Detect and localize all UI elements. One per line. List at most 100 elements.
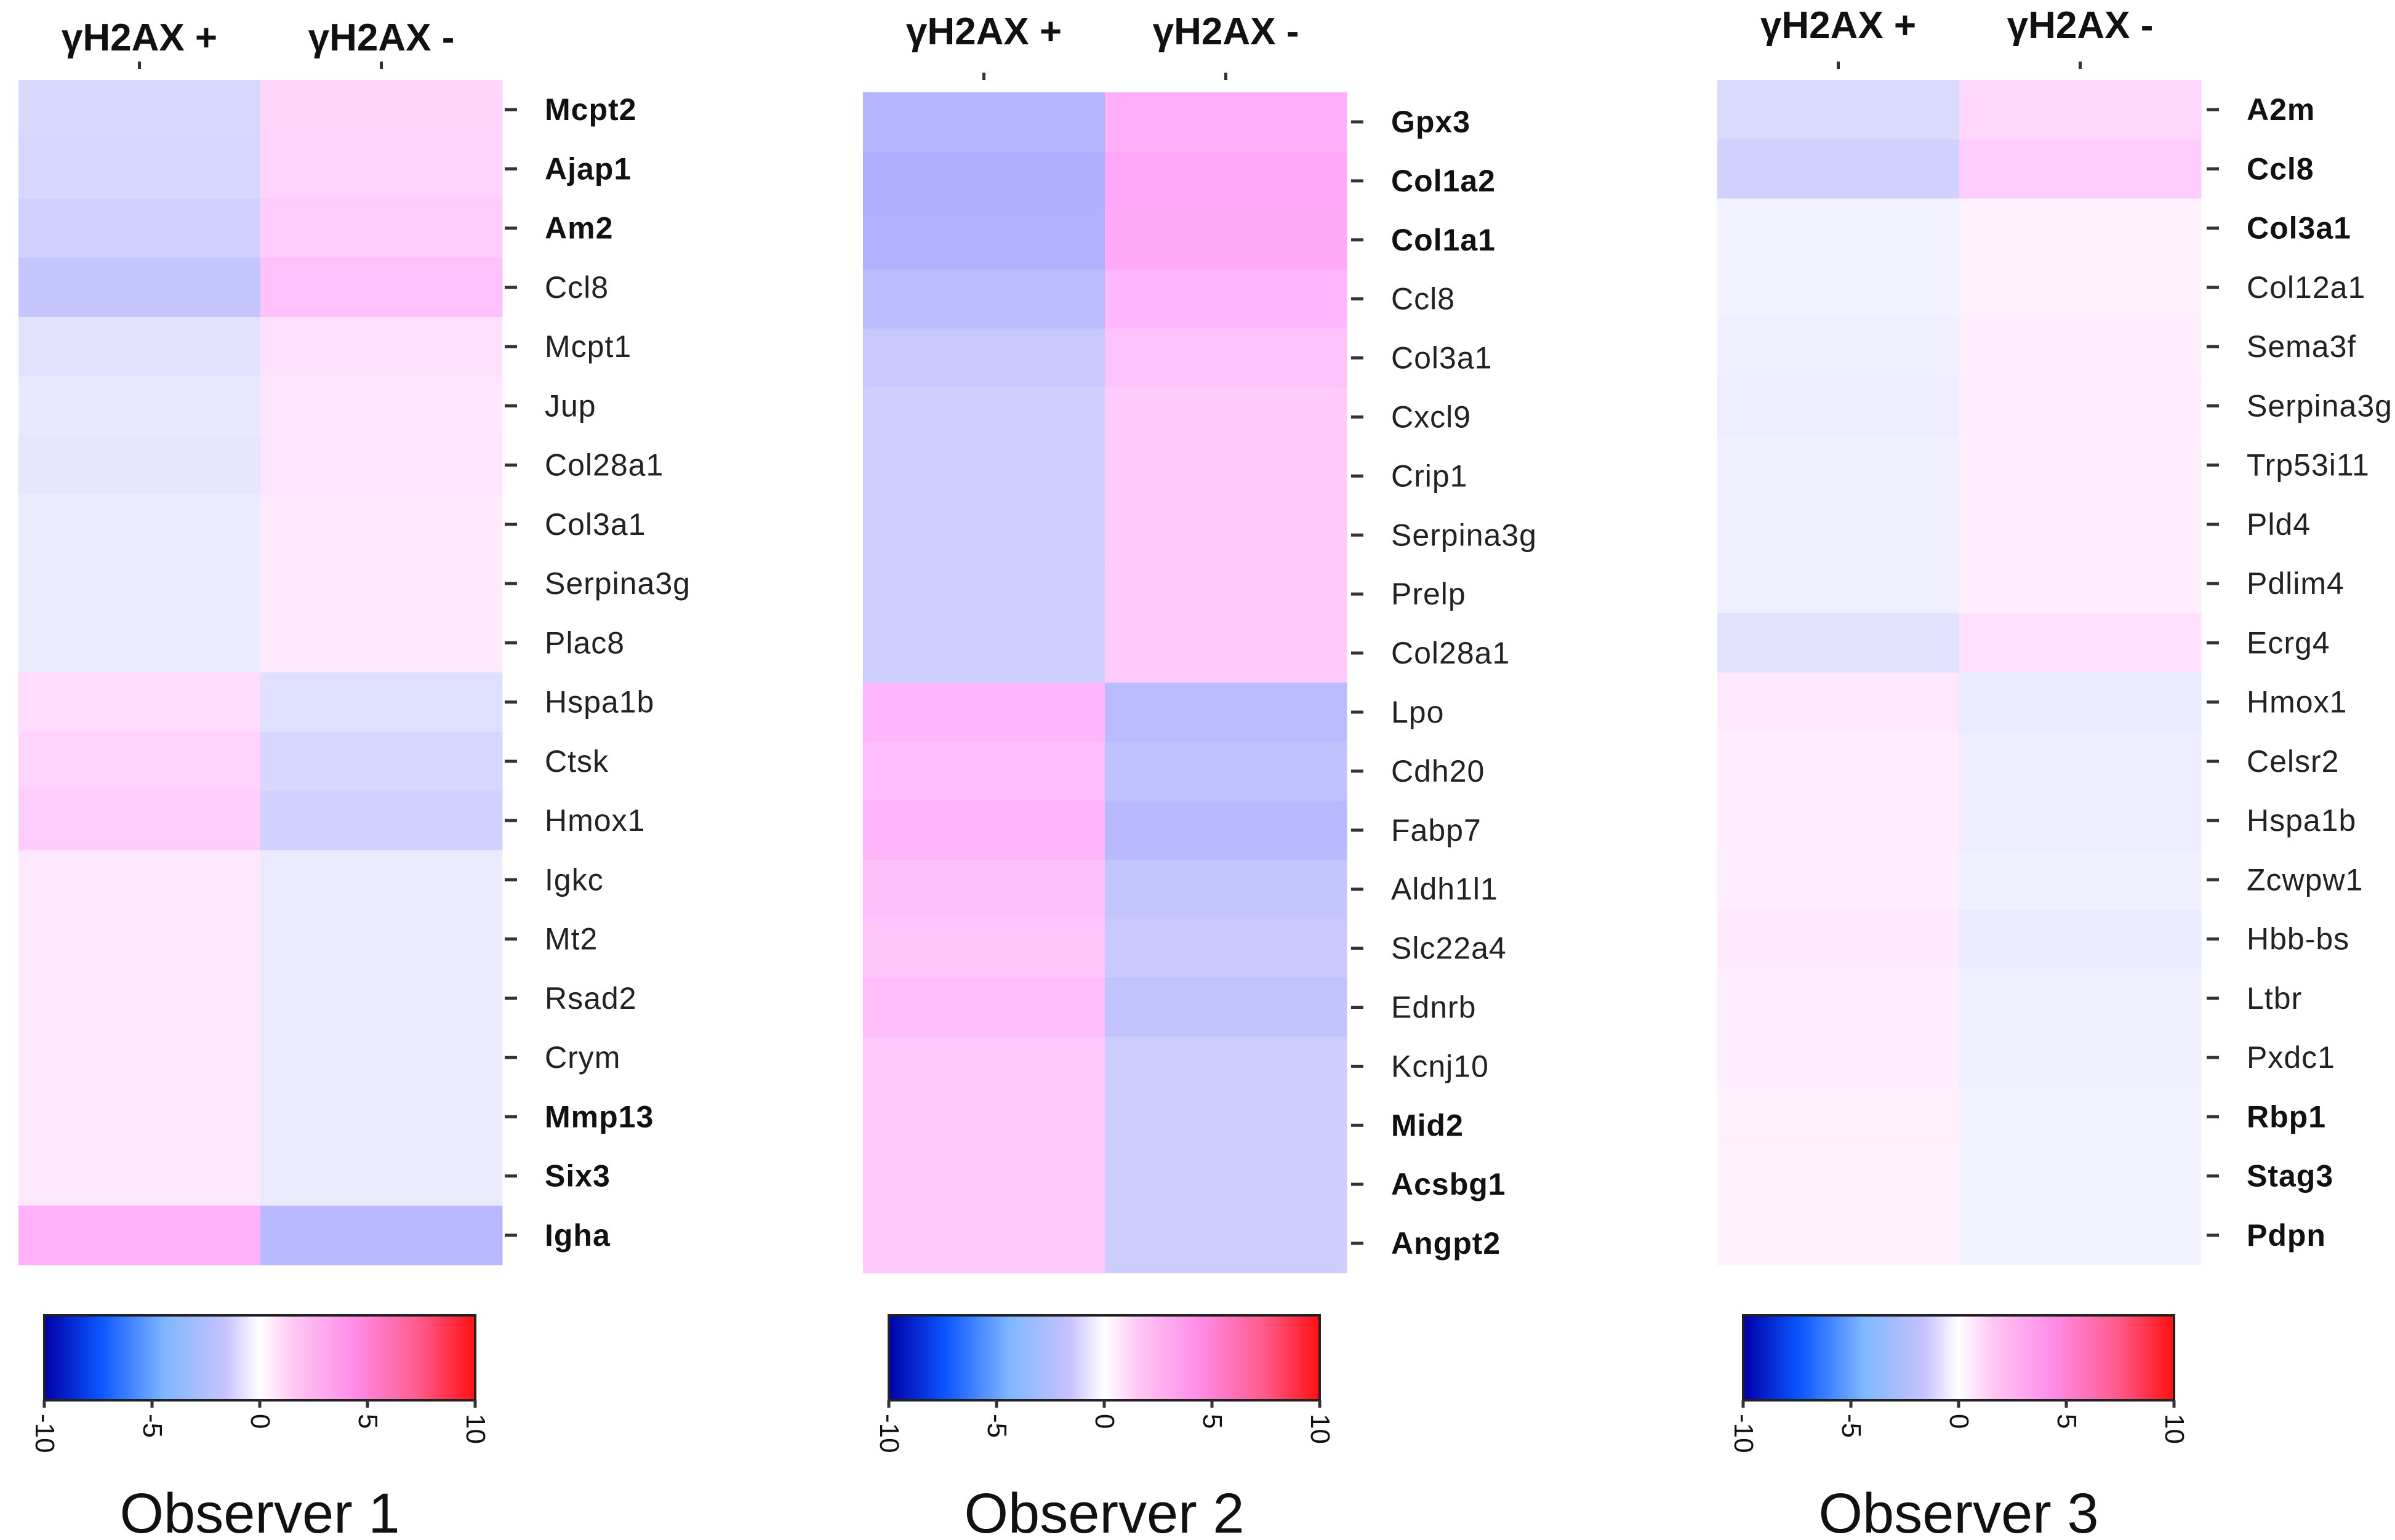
colorbar-tick-label: 0 bbox=[245, 1414, 275, 1429]
gene-label-acsbg1: Acsbg1 bbox=[1391, 1167, 1506, 1201]
colorbar-tick-label: 5 bbox=[353, 1414, 383, 1429]
gene-label-mid2: Mid2 bbox=[1391, 1108, 1464, 1142]
colorbar-tick-label: -5 bbox=[1836, 1414, 1866, 1438]
heatmap-cell-hspa1b-pos bbox=[18, 672, 261, 732]
heatmap-cell-mmp13-pos bbox=[18, 1087, 261, 1147]
colorbar-gradient bbox=[1742, 1314, 2175, 1402]
observer-title: Observer 2 bbox=[964, 1482, 1244, 1540]
heatmap-cell-ednrb-neg bbox=[1105, 977, 1347, 1037]
colorbar-tick-label: -10 bbox=[1728, 1414, 1759, 1453]
colorbar: -10 -5 0 5 10 bbox=[874, 1314, 1335, 1453]
heatmap-cell-cxcl9-pos bbox=[863, 387, 1105, 447]
gene-label-pdlim4: Pdlim4 bbox=[2247, 566, 2345, 601]
heatmap-cell-ccl8-pos bbox=[863, 269, 1105, 329]
heatmap-cell-acsbg1-neg bbox=[1105, 1155, 1347, 1214]
heatmap-cell-slc22a4-pos bbox=[863, 918, 1105, 978]
gene-label-col3a1: Col3a1 bbox=[545, 507, 646, 542]
heatmap-cell-fabp7-pos bbox=[863, 800, 1105, 860]
heatmap-cell-kcnj10-pos bbox=[863, 1037, 1105, 1096]
gene-label-zcwpw1: Zcwpw1 bbox=[2247, 862, 2363, 897]
gene-label-fabp7: Fabp7 bbox=[1391, 813, 1482, 848]
gene-label-aldh1l1: Aldh1l1 bbox=[1391, 872, 1498, 907]
gene-label-am2: Am2 bbox=[545, 211, 613, 246]
heatmap-cell-pxdc1-neg bbox=[1959, 1028, 2202, 1088]
heatmap-cell-cdh20-pos bbox=[863, 741, 1105, 801]
heatmap-cell-col28a1-pos bbox=[863, 624, 1105, 683]
gene-label-serpina3g: Serpina3g bbox=[1391, 518, 1537, 552]
heatmap-cell-mcpt2-neg bbox=[260, 80, 503, 140]
heatmap-cell-hbb-bs-pos bbox=[1717, 909, 1960, 969]
gene-label-slc22a4: Slc22a4 bbox=[1391, 931, 1507, 966]
heatmap-cell-trp53i11-pos bbox=[1717, 435, 1960, 495]
heatmap-cell-celsr2-neg bbox=[1959, 731, 2202, 792]
heatmap-cell-igkc-neg bbox=[260, 850, 503, 910]
heatmap-cell-rbp1-pos bbox=[1717, 1087, 1960, 1147]
heatmap-cell-plac8-pos bbox=[18, 613, 261, 673]
gene-label-cxcl9: Cxcl9 bbox=[1391, 399, 1471, 434]
gene-label-igha: Igha bbox=[545, 1218, 611, 1253]
heatmap-cell-pld4-neg bbox=[1959, 494, 2202, 555]
colorbar-tick-label: 0 bbox=[1089, 1414, 1120, 1429]
panel-1: γH2AX + γH2AX - Mcpt2 Ajap1 Am2 Ccl8 Mcpt1 Jup C… bbox=[18, 17, 691, 1540]
heatmap-cell-ccl8-pos bbox=[18, 257, 261, 318]
heatmap-cell-ajap1-neg bbox=[260, 139, 503, 199]
heatmap-cell-ccl8-neg bbox=[1959, 139, 2202, 199]
gene-label-cdh20: Cdh20 bbox=[1391, 754, 1485, 788]
heatmap-cell-prelp-pos bbox=[863, 564, 1105, 624]
gene-label-col1a1: Col1a1 bbox=[1391, 223, 1496, 257]
heatmap-cell-ednrb-pos bbox=[863, 977, 1105, 1037]
heatmap-cell-gpx3-pos bbox=[863, 92, 1105, 152]
column-label-positive: γH2AX + bbox=[906, 10, 1062, 53]
gene-label-hmox1: Hmox1 bbox=[2247, 685, 2347, 720]
heatmap-cell-sema3f-neg bbox=[1959, 317, 2202, 377]
heatmap-cell-pld4-pos bbox=[1717, 494, 1960, 555]
heatmap-cell-col3a1-neg bbox=[260, 494, 503, 555]
colorbar-tick-label: -10 bbox=[30, 1414, 60, 1453]
gene-label-serpina3g: Serpina3g bbox=[545, 566, 691, 601]
heatmap-cell-aldh1l1-neg bbox=[1105, 859, 1347, 920]
heatmap-cell-ltbr-pos bbox=[1717, 968, 1960, 1029]
heatmap-cell-serpina3g-neg bbox=[1105, 505, 1347, 565]
gene-label-kcnj10: Kcnj10 bbox=[1391, 1049, 1489, 1083]
colorbar-tick-label: 10 bbox=[460, 1414, 491, 1444]
heatmap-cell-slc22a4-neg bbox=[1105, 918, 1347, 978]
colorbar-tick-label: -5 bbox=[137, 1414, 167, 1438]
heatmap-cell-hmox1-pos bbox=[18, 791, 261, 851]
column-label-negative: γH2AX - bbox=[1153, 10, 1299, 53]
heatmap-cell-am2-pos bbox=[18, 198, 261, 259]
heatmap-cell-hbb-bs-neg bbox=[1959, 909, 2202, 969]
gene-label-a2m: A2m bbox=[2247, 92, 2315, 127]
heatmap-cell-col3a1-neg bbox=[1959, 198, 2202, 259]
gene-label-ltbr: Ltbr bbox=[2247, 981, 2302, 1016]
gene-label-ajap1: Ajap1 bbox=[545, 151, 632, 186]
heatmap-cell-mcpt2-pos bbox=[18, 80, 261, 140]
gene-label-trp53i11: Trp53i11 bbox=[2247, 448, 2370, 483]
gene-label-mcpt1: Mcpt1 bbox=[545, 329, 632, 364]
colorbar-tick-label: -10 bbox=[874, 1414, 904, 1453]
gene-label-ccl8: Ccl8 bbox=[545, 270, 609, 305]
heatmap-cell-pdpn-pos bbox=[1717, 1205, 1960, 1265]
heatmap-cell-mmp13-neg bbox=[260, 1087, 503, 1147]
heatmap-cell-a2m-neg bbox=[1959, 80, 2202, 140]
heatmap-cell-rsad2-neg bbox=[260, 968, 503, 1029]
heatmap-cell-ecrg4-neg bbox=[1959, 613, 2202, 673]
heatmap-cell-mid2-pos bbox=[863, 1096, 1105, 1155]
colorbar-tick-label: 10 bbox=[1305, 1414, 1335, 1444]
heatmap-cell-mid2-neg bbox=[1105, 1096, 1347, 1155]
heatmap-cell-trp53i11-neg bbox=[1959, 435, 2202, 495]
gene-label-mt2: Mt2 bbox=[545, 922, 598, 956]
heatmap-cell-lpo-neg bbox=[1105, 683, 1347, 742]
gene-label-prelp: Prelp bbox=[1391, 577, 1466, 611]
heatmap-cell-serpina3g-neg bbox=[1959, 376, 2202, 436]
heatmap-cell-six3-pos bbox=[18, 1146, 261, 1206]
gene-label-rbp1: Rbp1 bbox=[2247, 1099, 2326, 1134]
heatmap-cell-angpt2-neg bbox=[1105, 1214, 1347, 1273]
heatmap-cell-hmox1-neg bbox=[1959, 672, 2202, 732]
colorbar-gradient bbox=[888, 1314, 1321, 1402]
heatmap-cell-am2-neg bbox=[260, 198, 503, 259]
heatmap-cell-pdlim4-pos bbox=[1717, 554, 1960, 614]
gene-label-rsad2: Rsad2 bbox=[545, 981, 637, 1016]
heatmap-cell-hspa1b-neg bbox=[1959, 791, 2202, 851]
